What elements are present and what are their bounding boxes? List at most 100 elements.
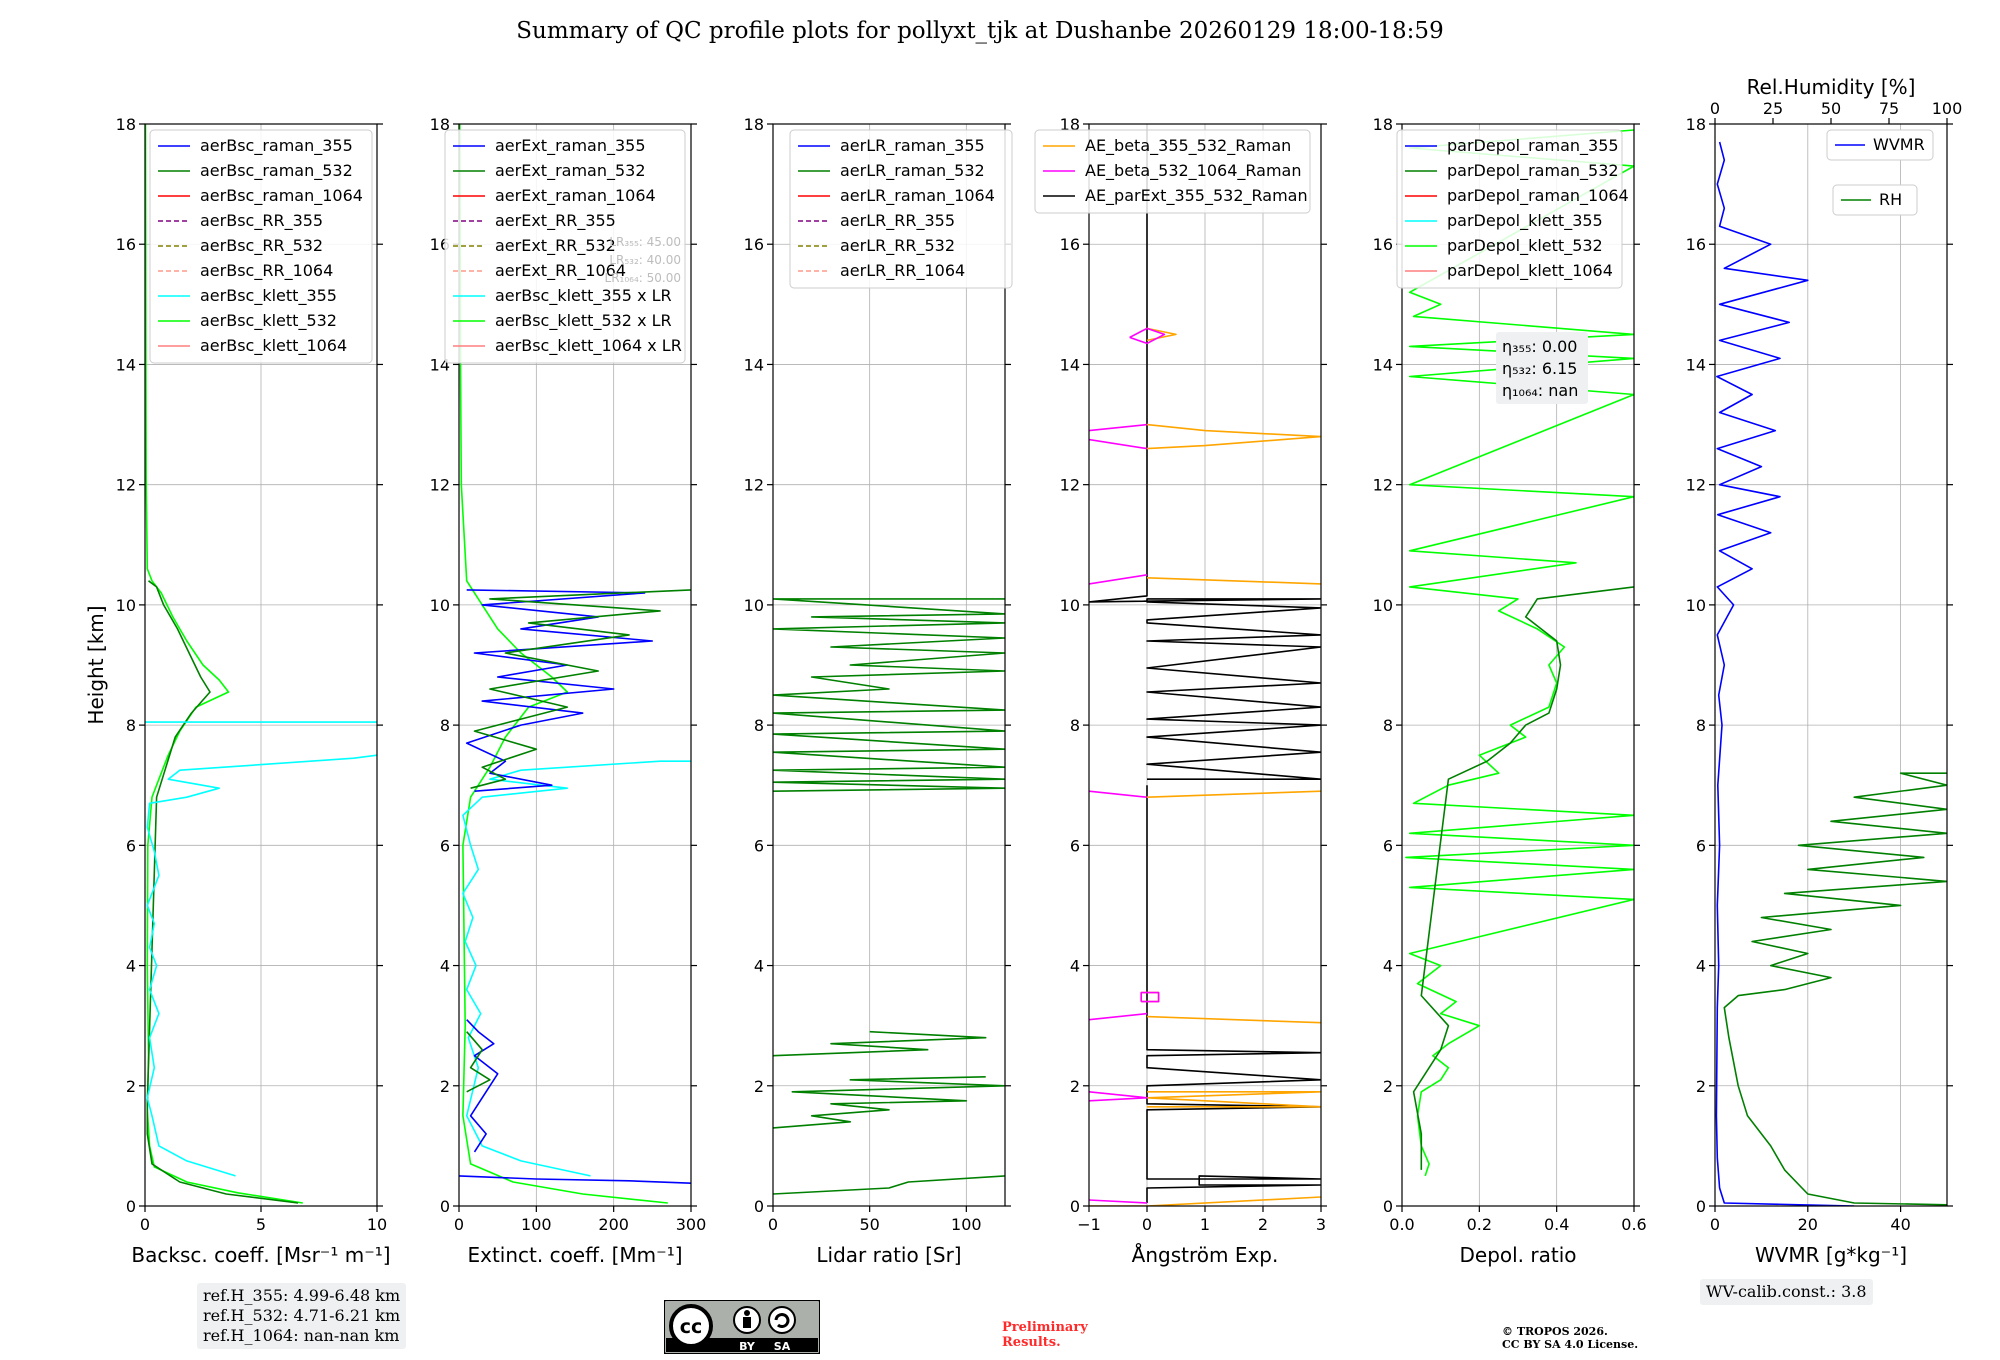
panel-2-series-group	[773, 598, 1005, 1195]
lr-annotation-0: LR₃₅₅: 45.00	[609, 235, 681, 249]
panel-0-ytick-label-8: 16	[116, 235, 136, 254]
series-line-aerExt_raman_355	[466, 1019, 499, 1153]
panel-2-ytick-label-0: 0	[754, 1197, 764, 1216]
series-line-AE_beta_532_1064_Raman_f	[1089, 438, 1148, 450]
panel-3-ytick-label-8: 16	[1060, 235, 1080, 254]
ref-height-355: ref.H_355: 4.99-6.48 km	[203, 1286, 401, 1305]
panel-4-ytick-label-9: 18	[1373, 115, 1393, 134]
eta-annotation-box	[1496, 332, 1588, 404]
panel-1-ytick-label-4: 8	[440, 716, 450, 735]
legend-label-aerBsc_raman_1064: aerBsc_raman_1064	[200, 186, 363, 206]
panel-5-top-xtick-label-1: 25	[1763, 99, 1783, 118]
copyright-line-1: © TROPOS 2026.	[1502, 1325, 1608, 1338]
panel-0-ytick-label-4: 8	[126, 716, 136, 735]
panel-2-xtick-label-1: 50	[859, 1215, 879, 1234]
panel-3-ytick-label-3: 6	[1070, 836, 1080, 855]
panel-1-ytick-label-0: 0	[440, 1197, 450, 1216]
series-line-aerBsc_klett_355	[146, 754, 377, 1177]
legend-label-parDepol_raman_532: parDepol_raman_532	[1447, 161, 1619, 181]
legend-label-aerExt_raman_1064: aerExt_raman_1064	[495, 186, 656, 206]
panel-0-ytick-label-3: 6	[126, 836, 136, 855]
legend-label-parDepol_klett_355: parDepol_klett_355	[1447, 211, 1603, 231]
series-line-aerBsc_klett_355 x LR	[462, 760, 691, 1177]
eta-annotation-1: η₅₃₂: 6.15	[1502, 359, 1577, 378]
panel-0-ytick-label-9: 18	[116, 115, 136, 134]
legend-label-aerBsc_klett_1064: aerBsc_klett_1064	[200, 336, 347, 356]
panel-3-legend-box	[1034, 129, 1311, 214]
panel-1-ytick-label-5: 10	[430, 596, 450, 615]
panel-3-ytick-label-7: 14	[1060, 355, 1080, 374]
series-line-AE_parExt_355_532_Raman	[1146, 785, 1321, 1203]
series-line-AE_beta_532_1064_Raman_d	[1089, 790, 1148, 798]
panel-4-xtick-label-2: 0.4	[1544, 1215, 1569, 1234]
panel-1-xlabel: Extinct. coeff. [Mm⁻¹]	[467, 1243, 682, 1267]
panel-1-xtick-label-3: 300	[676, 1215, 707, 1234]
legend-label-AE_beta_355_532_Raman: AE_beta_355_532_Raman	[1085, 136, 1291, 156]
panel-1-ytick-label-6: 12	[430, 476, 450, 495]
panel-1-frame	[458, 123, 692, 1207]
panel-0-ytick-label-1: 2	[126, 1077, 136, 1096]
legend-label-aerExt_RR_355: aerExt_RR_355	[495, 211, 616, 231]
panel-5-ytick-label-6: 12	[1686, 476, 1706, 495]
panel-0-ytick-label-5: 10	[116, 596, 136, 615]
panel-4-frame	[1401, 123, 1635, 1207]
copyright-note: © TROPOS 2026. CC BY SA 4.0 License.	[1502, 1325, 1638, 1351]
panel-0-legend-box	[149, 129, 373, 364]
series-line-aerExt_raman_355_upper	[465, 589, 654, 792]
cc-by-sa-license-icon: cc BY SA	[664, 1300, 820, 1354]
panel-4-ytick-label-0: 0	[1383, 1197, 1393, 1216]
panel-5-xtick-label-1: 20	[1798, 1215, 1818, 1234]
series-line-aerExt_raman_532_upper	[470, 589, 691, 789]
panel-5-series-group	[1715, 141, 1947, 1206]
panel-2-ytick-label-6: 12	[744, 476, 764, 495]
series-line-AE_beta_355_532_Raman_e	[1146, 577, 1321, 585]
panel-5-ytick-label-4: 8	[1696, 716, 1706, 735]
panel-3-ytick-label-2: 4	[1070, 957, 1080, 976]
panel-4-ytick-label-4: 8	[1383, 716, 1393, 735]
panel-1-ytick-label-2: 4	[440, 957, 450, 976]
panel-3-xlabel: Ångström Exp.	[1132, 1243, 1279, 1267]
legend-label-aerBsc_RR_532: aerBsc_RR_532	[200, 236, 323, 256]
legend-label-aerExt_raman_532: aerExt_raman_532	[495, 161, 646, 181]
panel-1-ytick-label-3: 6	[440, 836, 450, 855]
series-line-AE_beta_532_1064_Raman_c	[1089, 1012, 1148, 1021]
panel-3-xtick-label-2: 1	[1200, 1215, 1210, 1234]
panel-4-ytick-label-6: 12	[1373, 476, 1393, 495]
panel-3-xtick-label-4: 3	[1316, 1215, 1326, 1234]
legend-label-aerExt_raman_355: aerExt_raman_355	[495, 136, 646, 156]
panel-5-ytick-label-5: 10	[1686, 596, 1706, 615]
series-line-AE_beta_355_532_Raman	[1089, 1196, 1321, 1206]
panel-0-ytick-label-2: 4	[126, 957, 136, 976]
series-line-parDepol_raman_532	[1412, 586, 1634, 1170]
panel-0-ytick-label-6: 12	[116, 476, 136, 495]
panel-4-ytick-label-1: 2	[1383, 1077, 1393, 1096]
copyright-line-2: CC BY SA 4.0 License.	[1502, 1338, 1639, 1351]
series-line-AE_parExt_355_532_Raman_upper	[1089, 130, 1321, 780]
panel-4-xlabel: Depol. ratio	[1459, 1243, 1576, 1267]
panel-2-ytick-label-2: 4	[754, 957, 764, 976]
legend-label-WVMR: WVMR	[1873, 135, 1925, 154]
preliminary-line-2: Results.	[1002, 1335, 1061, 1350]
series-line-AE_beta_355_532_Raman_f	[1146, 423, 1321, 450]
legend-label-aerBsc_klett_355-x-LR: aerBsc_klett_355 x LR	[495, 286, 672, 306]
wv-calib-const: WV-calib.const.: 3.8	[1706, 1282, 1867, 1301]
legend-label-aerExt_RR_532: aerExt_RR_532	[495, 236, 616, 256]
panel-3-ytick-label-1: 2	[1070, 1077, 1080, 1096]
panel-1-xtick-label-1: 100	[521, 1215, 552, 1234]
panel-5-ytick-label-9: 18	[1686, 115, 1706, 134]
panel-2-ytick-label-9: 18	[744, 115, 764, 134]
lr-annotation-2: LR₁₀₆₄: 50.00	[605, 271, 681, 285]
panel-4-ytick-label-5: 10	[1373, 596, 1393, 615]
panel-2-ytick-label-5: 10	[744, 596, 764, 615]
series-line-aerExt_raman_532	[466, 1031, 491, 1093]
panel-4-ytick-label-7: 14	[1373, 355, 1393, 374]
series-line-aerLR_raman_532_b	[773, 1076, 1005, 1129]
legend-label-aerLR_RR_532: aerLR_RR_532	[840, 236, 955, 256]
panel-0-ylabel: Height [km]	[84, 605, 108, 724]
reference-height-box: ref.H_355: 4.99-6.48 km ref.H_532: 4.71-…	[197, 1283, 407, 1349]
panel-3-ytick-label-4: 8	[1070, 716, 1080, 735]
ref-height-532: ref.H_532: 4.71-6.21 km	[203, 1306, 401, 1325]
panel-0-xlabel: Backsc. coeff. [Msr⁻¹ m⁻¹]	[131, 1243, 390, 1267]
panel-2-frame	[772, 123, 1006, 1207]
